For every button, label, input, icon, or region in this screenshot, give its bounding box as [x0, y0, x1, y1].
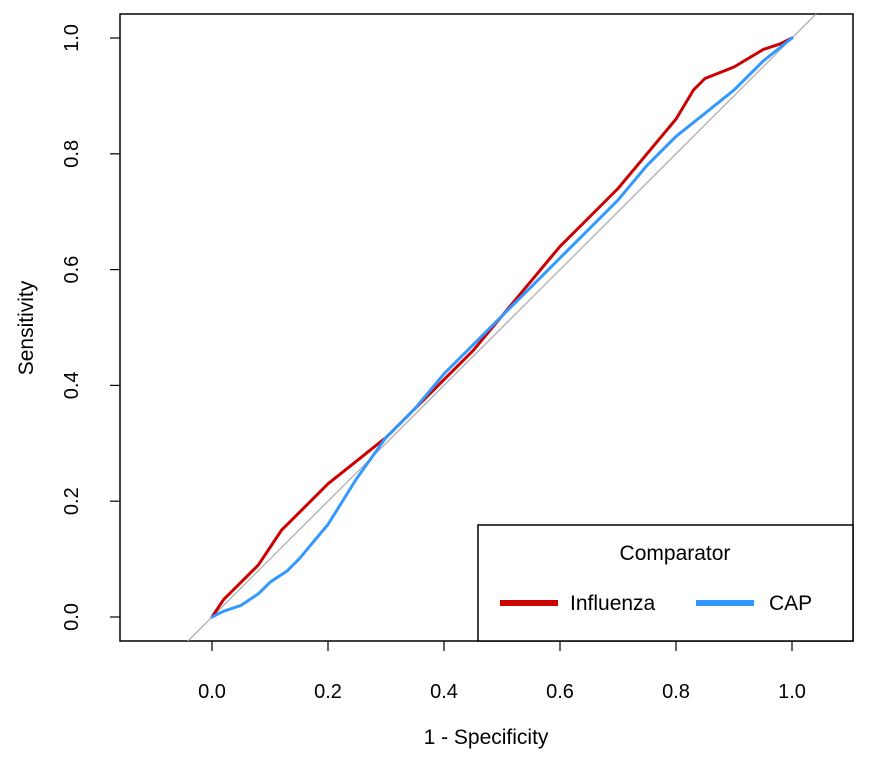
- series-line-influenza: [210, 36, 794, 619]
- legend-title: Comparator: [620, 542, 731, 565]
- y-axis-label: Sensitivity: [15, 280, 38, 375]
- x-tick-label: 0.2: [314, 681, 342, 703]
- x-tick-label: 0.0: [198, 681, 226, 703]
- legend-label-influenza: Influenza: [570, 592, 656, 615]
- x-tick-label: 0.4: [430, 681, 458, 703]
- y-tick-label: 0.6: [61, 256, 83, 284]
- series-line-cap: [210, 36, 794, 619]
- y-tick-label: 0.2: [61, 487, 83, 515]
- legend-label-cap: CAP: [769, 592, 812, 615]
- y-tick-label: 0.4: [61, 371, 83, 399]
- x-tick-label: 0.6: [546, 681, 574, 703]
- x-tick-label: 1.0: [778, 681, 806, 703]
- reference-diagonal: [187, 14, 817, 641]
- y-tick-label: 1.0: [61, 24, 83, 52]
- x-axis-label: 1 - Specificity: [424, 726, 549, 749]
- y-tick-label: 0.8: [61, 140, 83, 168]
- legend: Comparator Influenza CAP: [477, 524, 854, 642]
- legend-box: [477, 524, 854, 642]
- x-tick-label: 0.8: [662, 681, 690, 703]
- y-tick-label: 0.0: [61, 603, 83, 631]
